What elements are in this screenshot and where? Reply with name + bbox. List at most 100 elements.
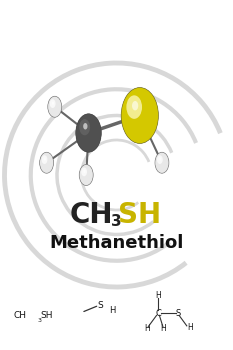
Circle shape	[122, 89, 157, 142]
Circle shape	[40, 152, 54, 173]
Circle shape	[52, 103, 56, 109]
Circle shape	[51, 102, 57, 111]
Circle shape	[49, 98, 61, 116]
Circle shape	[126, 95, 142, 119]
Circle shape	[52, 103, 57, 110]
Circle shape	[50, 100, 59, 113]
Circle shape	[157, 155, 163, 164]
Text: CH: CH	[14, 310, 27, 320]
Circle shape	[40, 152, 54, 173]
Circle shape	[81, 167, 91, 183]
Circle shape	[159, 157, 161, 161]
Circle shape	[79, 164, 93, 186]
Circle shape	[155, 152, 169, 173]
Text: 3: 3	[37, 318, 41, 323]
Circle shape	[48, 96, 62, 117]
Circle shape	[82, 123, 94, 142]
Circle shape	[79, 164, 93, 186]
Circle shape	[123, 91, 156, 140]
Circle shape	[159, 159, 164, 165]
Circle shape	[43, 157, 50, 168]
Circle shape	[48, 97, 61, 117]
Circle shape	[157, 155, 167, 170]
Circle shape	[126, 94, 153, 136]
Circle shape	[51, 100, 58, 112]
Circle shape	[42, 156, 51, 169]
Circle shape	[124, 92, 155, 138]
Text: H: H	[187, 323, 193, 332]
Circle shape	[44, 157, 46, 161]
Circle shape	[132, 104, 146, 124]
Circle shape	[157, 155, 167, 170]
Circle shape	[155, 153, 168, 173]
Circle shape	[40, 153, 53, 173]
Circle shape	[158, 156, 166, 168]
Circle shape	[121, 88, 158, 144]
Circle shape	[82, 169, 90, 181]
Circle shape	[41, 155, 48, 164]
Circle shape	[44, 159, 49, 166]
Circle shape	[81, 168, 91, 182]
Circle shape	[128, 97, 151, 132]
Circle shape	[79, 164, 93, 186]
Circle shape	[44, 159, 48, 165]
Circle shape	[83, 171, 88, 178]
Circle shape	[156, 154, 168, 171]
Circle shape	[42, 155, 51, 170]
Circle shape	[77, 116, 99, 149]
Circle shape	[42, 156, 50, 168]
Circle shape	[43, 158, 49, 167]
Circle shape	[156, 154, 168, 172]
Circle shape	[84, 126, 92, 138]
Circle shape	[41, 154, 53, 172]
Circle shape	[50, 99, 56, 108]
Circle shape	[82, 124, 93, 140]
Circle shape	[81, 167, 87, 176]
Circle shape	[131, 102, 147, 126]
Circle shape	[81, 122, 95, 143]
Circle shape	[41, 154, 52, 171]
Circle shape	[76, 115, 100, 151]
Text: H: H	[156, 291, 161, 300]
Text: S: S	[175, 309, 181, 318]
Circle shape	[82, 168, 90, 181]
Circle shape	[83, 169, 86, 173]
Circle shape	[133, 106, 144, 122]
Text: 3: 3	[111, 214, 121, 229]
Circle shape	[52, 101, 54, 105]
Circle shape	[127, 96, 152, 134]
Circle shape	[41, 155, 52, 170]
Circle shape	[76, 114, 101, 152]
Circle shape	[83, 123, 87, 130]
Circle shape	[76, 114, 101, 152]
Circle shape	[80, 166, 92, 183]
Circle shape	[78, 117, 99, 148]
Circle shape	[159, 158, 164, 167]
Text: Methanethiol: Methanethiol	[49, 234, 184, 252]
Text: S: S	[98, 301, 104, 310]
Text: C: C	[155, 309, 161, 318]
Circle shape	[121, 88, 158, 144]
Circle shape	[158, 157, 165, 168]
Text: SH: SH	[41, 310, 53, 320]
Circle shape	[76, 114, 101, 152]
Circle shape	[79, 118, 98, 147]
Circle shape	[40, 152, 54, 173]
Circle shape	[83, 170, 89, 179]
Circle shape	[130, 101, 148, 128]
Circle shape	[129, 99, 150, 130]
Circle shape	[80, 120, 96, 144]
Circle shape	[158, 156, 166, 169]
Circle shape	[80, 165, 93, 185]
Circle shape	[132, 101, 138, 110]
Circle shape	[51, 101, 58, 112]
Circle shape	[49, 98, 60, 115]
Text: H: H	[110, 306, 116, 315]
Circle shape	[49, 99, 60, 114]
Circle shape	[121, 88, 158, 144]
Circle shape	[159, 159, 164, 166]
Circle shape	[79, 119, 90, 135]
Circle shape	[84, 171, 88, 177]
Circle shape	[155, 152, 169, 173]
Circle shape	[79, 119, 97, 146]
